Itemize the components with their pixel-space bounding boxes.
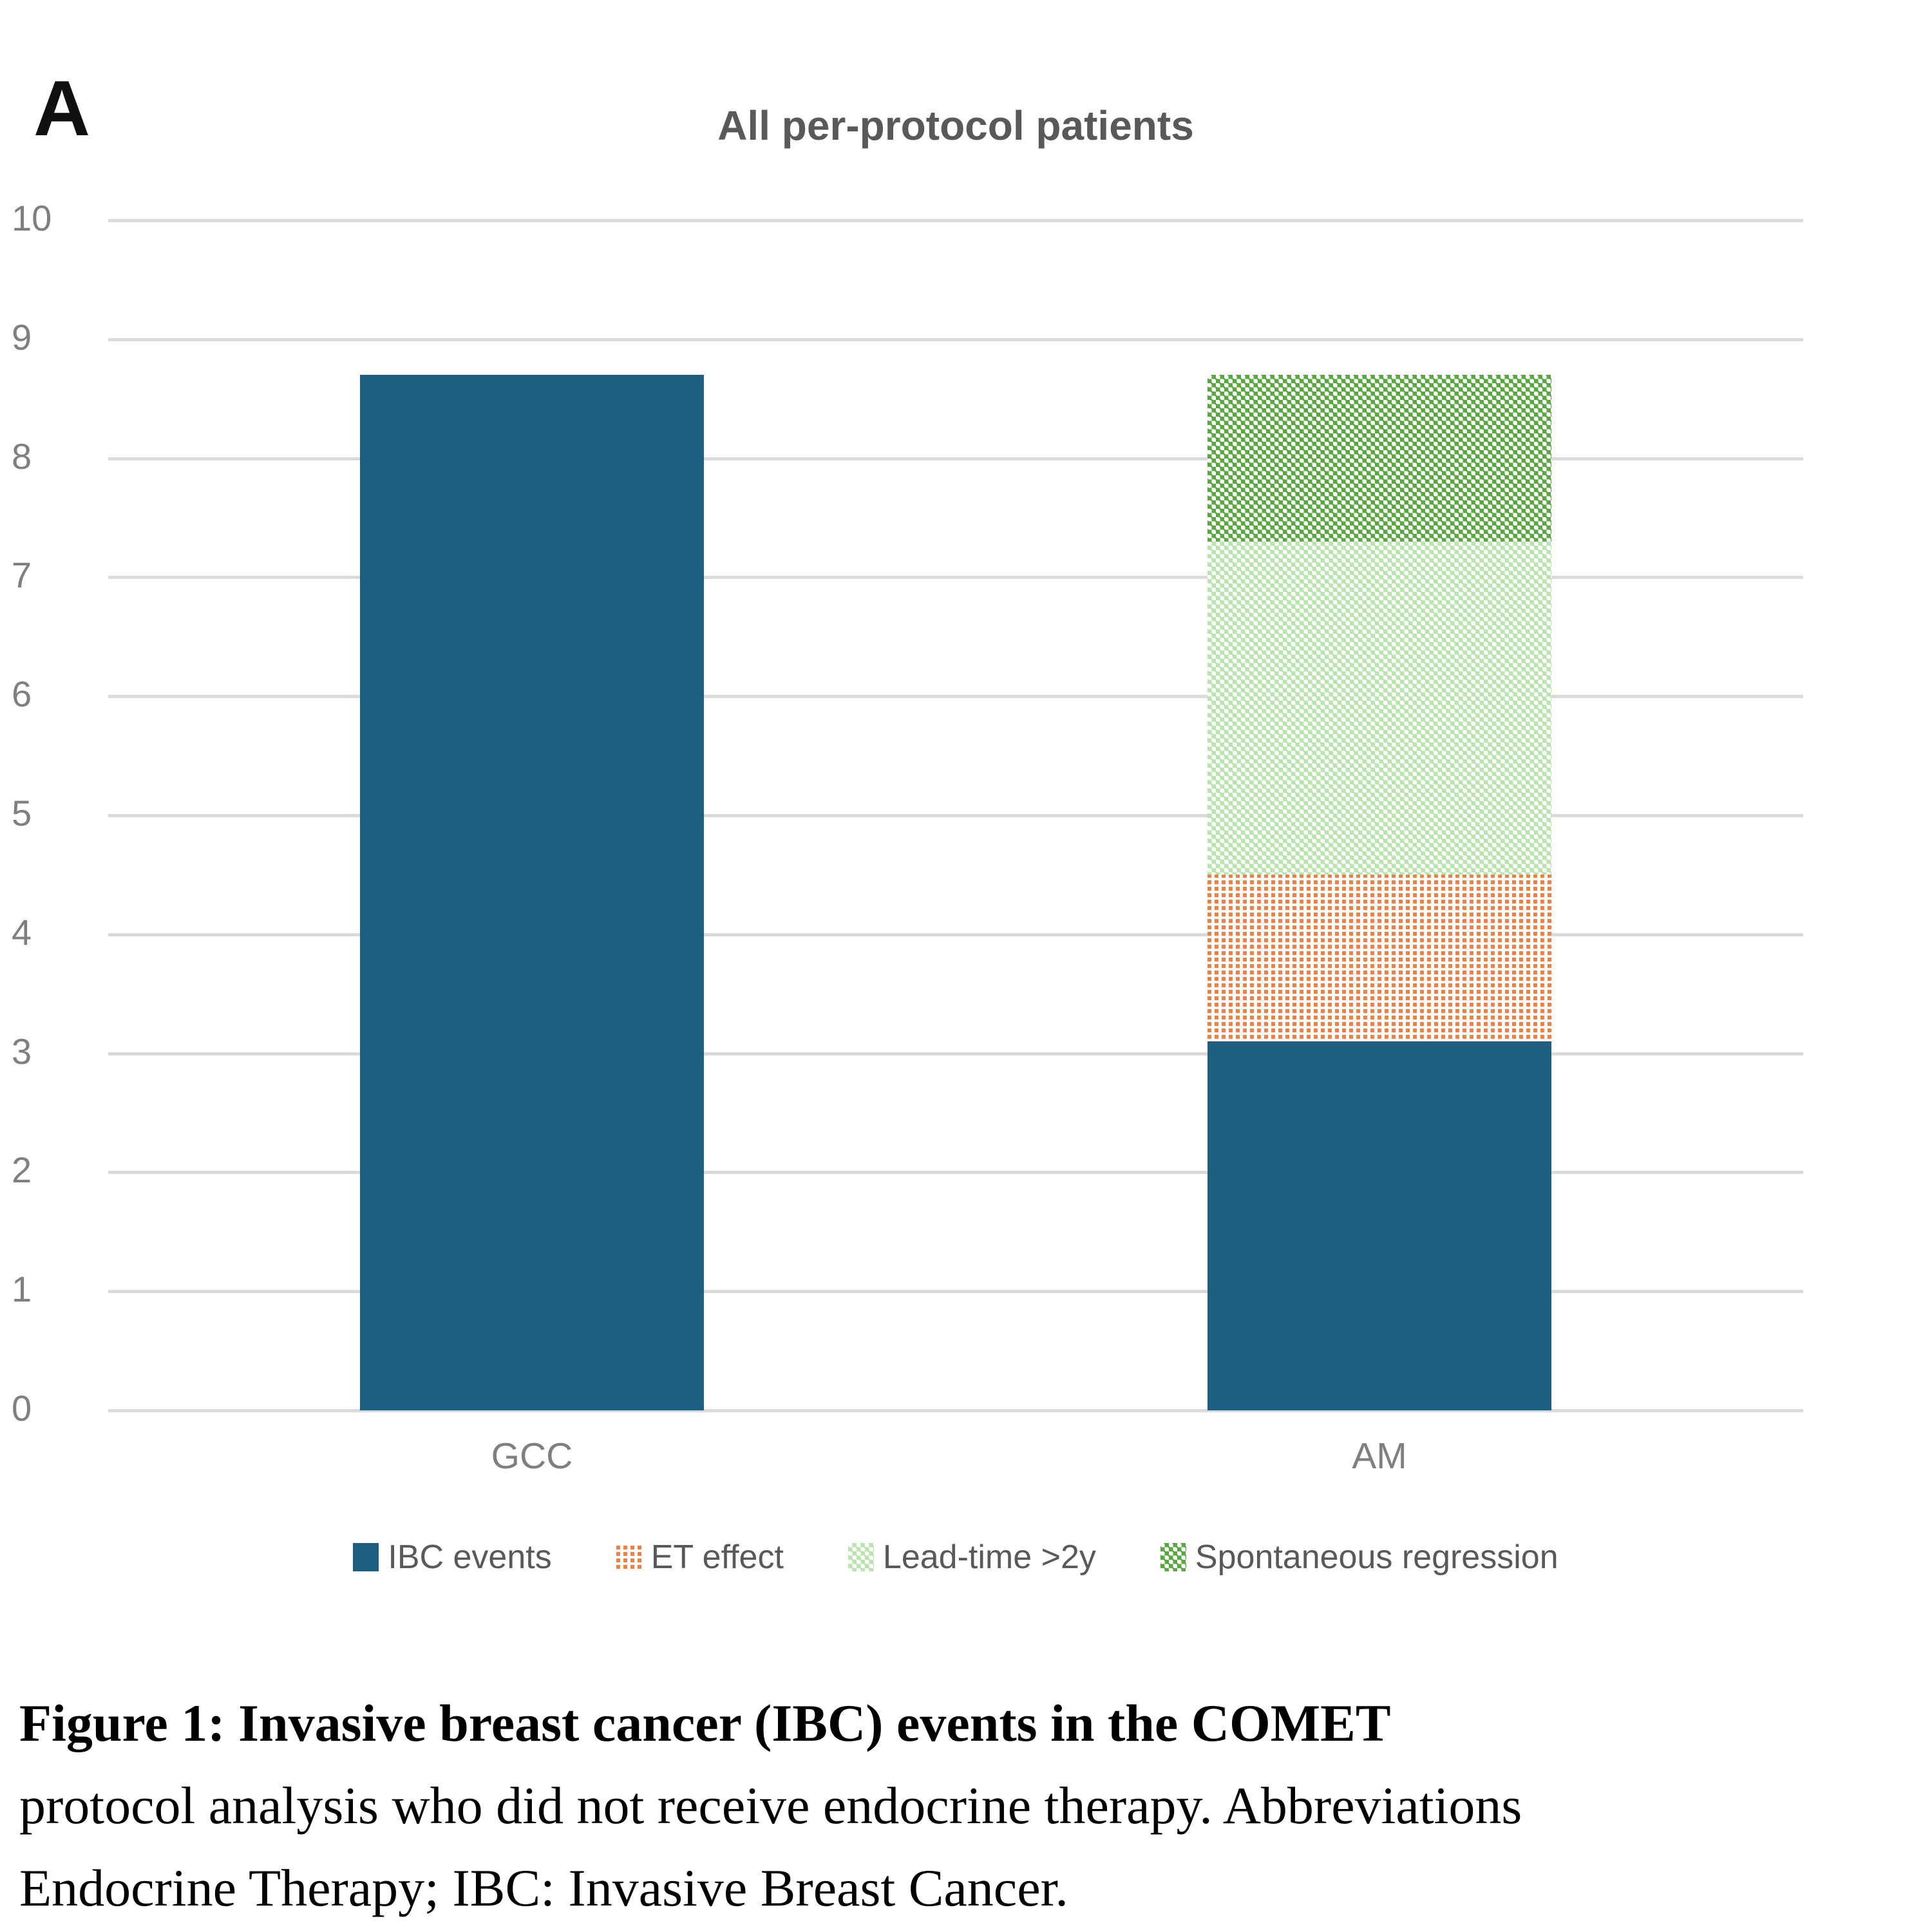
figure-caption: Figure 1: Invasive breast cancer (IBC) e… [19,1682,1932,1929]
legend-swatch-icon [848,1543,874,1571]
gridline-y-3 [108,1052,1803,1056]
gridline-y-6 [108,695,1803,699]
y-axis-tick-8: 8 [12,435,32,477]
legend-label: IBC events [388,1539,552,1576]
chart-title: All per-protocol patients [717,102,1194,149]
y-axis-tick-3: 3 [12,1030,32,1072]
x-axis-label-am: AM [1352,1435,1407,1477]
gridline-y-1 [108,1290,1803,1294]
legend-item-et-effect: ET effect [616,1538,784,1577]
gridline-y-0 [108,1409,1803,1412]
legend-label: ET effect [650,1539,784,1576]
gridline-y-2 [108,1171,1803,1175]
bar-segment-am-et-effect [1208,875,1551,1042]
gridline-y-10 [108,219,1803,222]
bar-segment-gcc-ibc-events [360,375,704,1410]
legend: IBC events ET effect Lead-time >2y Spontane… [108,1538,1803,1577]
gridline-y-4 [108,933,1803,936]
legend-item-spontaneous-regression: Spontaneous regression [1160,1538,1558,1577]
y-axis-tick-0: 0 [12,1388,32,1428]
legend-swatch-icon [353,1543,379,1571]
y-axis-tick-5: 5 [12,793,32,833]
legend-swatch-icon [616,1543,642,1571]
y-axis-tick-6: 6 [12,674,32,715]
y-axis-tick-4: 4 [12,911,32,952]
x-axis-label-gcc: GCC [491,1435,573,1477]
gridline-y-8 [108,457,1803,460]
gridline-y-5 [108,814,1803,817]
bar-segment-am-spontaneous-regression [1208,375,1551,542]
y-axis-tick-10: 10 [12,198,52,238]
plot-area [108,219,1803,1412]
gridline-y-7 [108,576,1803,580]
caption-line-3: Endocrine Therapy; IBC: Invasive Breast … [19,1859,1068,1917]
y-axis-tick-2: 2 [12,1150,32,1191]
legend-item-ibc-events: IBC events [353,1538,552,1577]
caption-line-1: Figure 1: Invasive breast cancer (IBC) e… [19,1694,1391,1752]
caption-line-2: protocol analysis who did not receive en… [19,1776,1522,1835]
gridline-y-9 [108,337,1803,341]
y-axis-tick-7: 7 [12,554,32,596]
legend-item-lead-time-2y: Lead-time >2y [848,1538,1096,1577]
legend-label: Spontaneous regression [1195,1539,1558,1576]
legend-swatch-icon [1160,1543,1186,1571]
y-axis-tick-9: 9 [12,316,32,357]
panel-label: A [33,64,92,152]
bar-segment-am-ibc-events [1208,1041,1551,1410]
bar-segment-am-lead-time-2y [1208,541,1551,875]
y-axis-tick-1: 1 [12,1269,32,1310]
legend-label: Lead-time >2y [882,1539,1096,1576]
